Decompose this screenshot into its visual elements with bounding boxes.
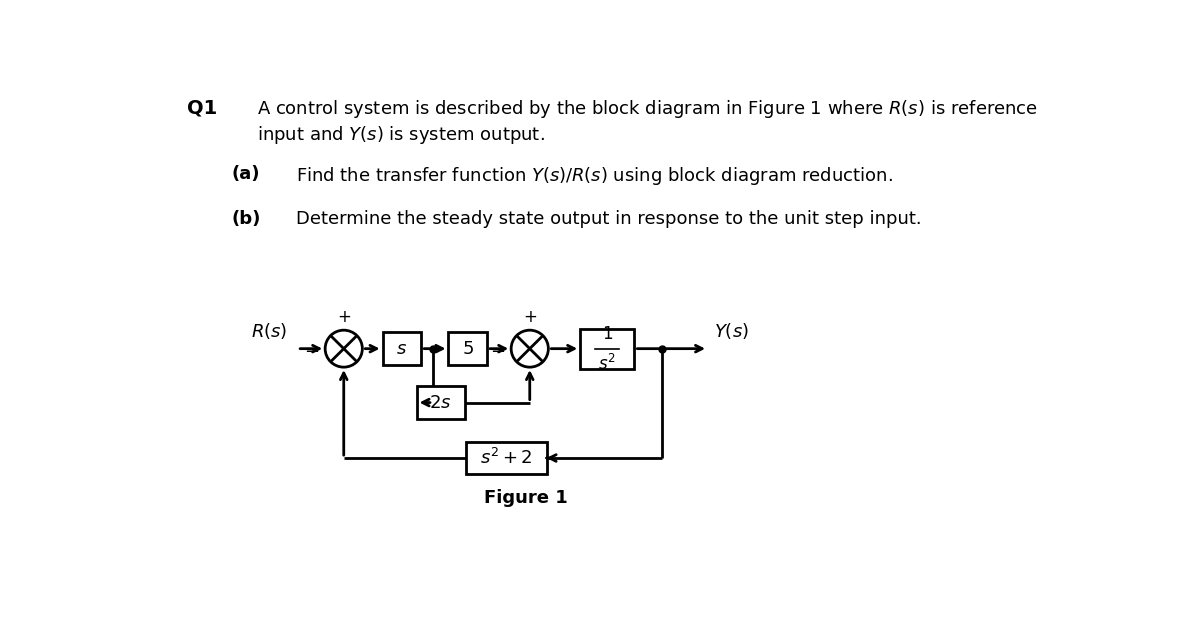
Text: $s^2$: $s^2$ [599, 354, 616, 374]
Text: (b): (b) [232, 210, 260, 228]
Text: Figure 1: Figure 1 [484, 489, 568, 507]
Text: $Y(s)$: $Y(s)$ [714, 321, 749, 341]
Text: −: − [304, 343, 319, 361]
Text: +: + [523, 307, 536, 326]
Bar [580, 328, 635, 369]
Text: (a): (a) [232, 165, 260, 183]
Bar [416, 386, 464, 418]
Text: input and $Y(s)$ is system output.: input and $Y(s)$ is system output. [257, 124, 545, 146]
Text: $s$: $s$ [396, 340, 407, 358]
Text: −: − [490, 343, 505, 361]
Text: $2s$: $2s$ [430, 394, 452, 411]
Text: $s^2 + 2$: $s^2 + 2$ [480, 448, 533, 468]
Text: Q1: Q1 [187, 98, 217, 117]
Bar [449, 332, 487, 365]
Text: Determine the steady state output in response to the unit step input.: Determine the steady state output in res… [295, 210, 922, 228]
Bar [466, 442, 547, 474]
Text: +: + [337, 307, 350, 326]
Text: $R(s)$: $R(s)$ [251, 321, 287, 341]
Text: $1$: $1$ [601, 325, 613, 343]
Circle shape [511, 330, 548, 367]
Text: Find the transfer function $Y(s)/R(s)$ using block diagram reduction.: Find the transfer function $Y(s)/R(s)$ u… [295, 165, 893, 188]
Text: A control system is described by the block diagram in Figure 1 where $R(s)$ is r: A control system is described by the blo… [257, 98, 1038, 120]
Circle shape [325, 330, 362, 367]
Bar [383, 332, 421, 365]
Text: $5$: $5$ [462, 340, 474, 358]
